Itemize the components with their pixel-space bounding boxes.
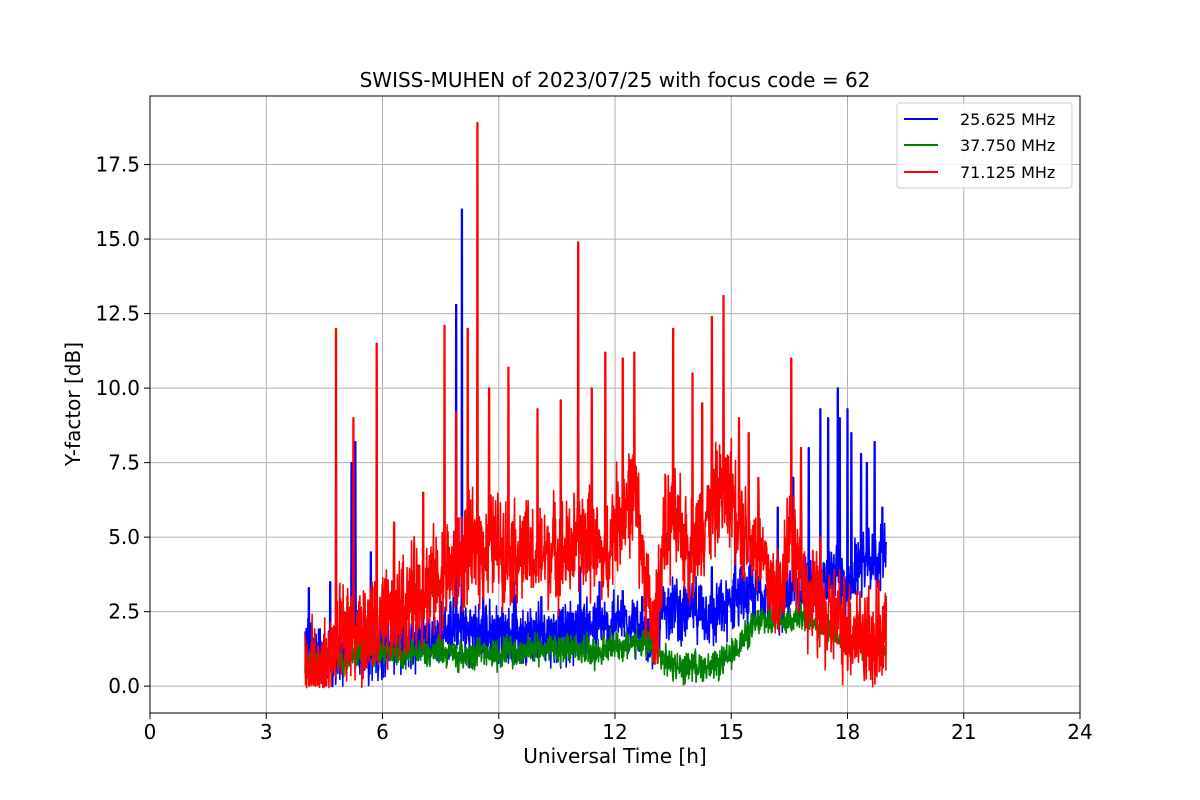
legend-box xyxy=(896,102,1073,189)
legend-label-71125: 71.125 MHz xyxy=(960,163,1055,182)
x-tick-label-3: 9 xyxy=(492,720,505,744)
x-tick-label-8: 24 xyxy=(1067,720,1092,744)
legend-label-25625: 25.625 MHz xyxy=(960,110,1055,129)
chart-title: SWISS-MUHEN of 2023/07/25 with focus cod… xyxy=(360,68,871,92)
legend-item-25625: 25.625 MHz xyxy=(904,110,1055,129)
y-axis: 0.0 2.5 5.0 7.5 10.0 12.5 15.0 17.5 xyxy=(95,153,150,698)
x-tick-label-6: 18 xyxy=(835,720,860,744)
x-tick-label-1: 3 xyxy=(260,720,273,744)
x-axis-label: Universal Time [h] xyxy=(523,744,706,768)
legend-label-37750: 37.750 MHz xyxy=(960,136,1055,155)
y-tick-label-3: 7.5 xyxy=(108,451,140,475)
x-tick-label-7: 21 xyxy=(951,720,976,744)
x-axis: 0 3 6 9 12 15 18 21 24 xyxy=(144,713,1093,744)
y-axis-label: Y-factor [dB] xyxy=(61,342,85,467)
legend-item-37750: 37.750 MHz xyxy=(904,136,1055,155)
legend-item-71125: 71.125 MHz xyxy=(904,163,1055,182)
series-37750-line xyxy=(304,599,887,686)
series-71125-line xyxy=(304,122,888,689)
y-tick-label-2: 5.0 xyxy=(108,525,140,549)
y-tick-label-6: 15.0 xyxy=(95,227,140,251)
x-tick-label-4: 12 xyxy=(602,720,627,744)
series-layer xyxy=(304,122,888,689)
y-tick-label-4: 10.0 xyxy=(95,376,140,400)
y-tick-label-1: 2.5 xyxy=(108,600,140,624)
y-tick-label-5: 12.5 xyxy=(95,302,140,326)
legend: 25.625 MHz 37.750 MHz 71.125 MHz xyxy=(896,102,1073,189)
x-tick-label-0: 0 xyxy=(144,720,157,744)
x-tick-label-5: 15 xyxy=(719,720,744,744)
x-tick-label-2: 6 xyxy=(376,720,389,744)
y-tick-label-0: 0.0 xyxy=(108,674,140,698)
y-tick-label-7: 17.5 xyxy=(95,153,140,177)
